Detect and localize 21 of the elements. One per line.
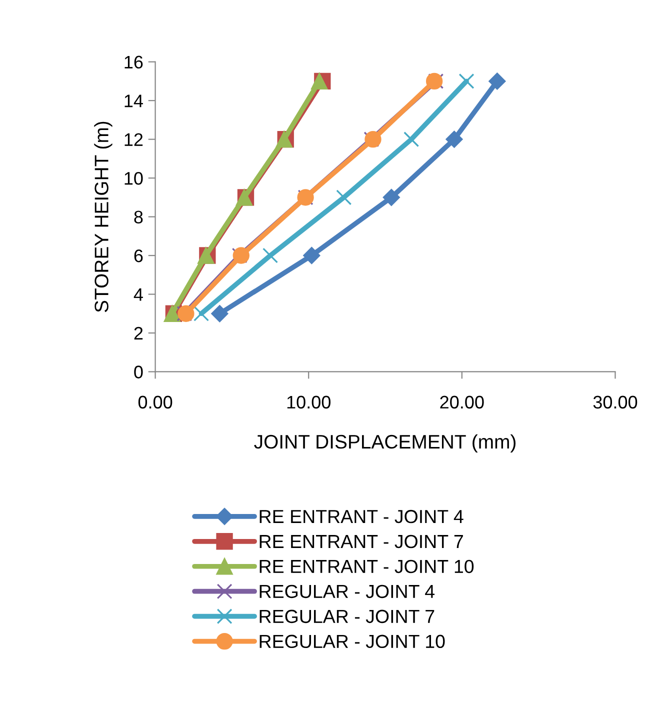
y-tick-label: 14 <box>124 94 143 108</box>
y-tick-label: 8 <box>134 210 143 224</box>
x-axis-title: JOINT DISPLACEMENT (mm) <box>254 434 516 453</box>
legend-label: RE ENTRANT - JOINT 10 <box>260 560 474 574</box>
y-tick-label: 16 <box>124 56 143 69</box>
y-tick-label: 6 <box>134 249 143 262</box>
legend-label: RE ENTRANT - JOINT 4 <box>260 510 464 524</box>
y-tick-label: 12 <box>124 133 143 146</box>
legend-label: REGULAR - JOINT 10 <box>260 634 445 648</box>
y-tick-label: 10 <box>124 172 143 185</box>
x-tick-label: 20.00 <box>440 396 484 409</box>
y-axis-title: STOREY HEIGHT (m) <box>94 122 112 312</box>
y-tick-label: 4 <box>134 288 143 301</box>
y-tick-label: 0 <box>134 366 143 378</box>
y-tick-label: 2 <box>134 326 143 340</box>
legend-label: RE ENTRANT - JOINT 7 <box>260 534 463 548</box>
x-tick-label: 0.00 <box>138 396 172 409</box>
x-tick-label: 10.00 <box>287 396 330 409</box>
x-tick-label: 30.00 <box>593 396 638 409</box>
legend-label: REGULAR - JOINT 4 <box>260 584 435 598</box>
legend-label: REGULAR - JOINT 7 <box>260 610 434 624</box>
